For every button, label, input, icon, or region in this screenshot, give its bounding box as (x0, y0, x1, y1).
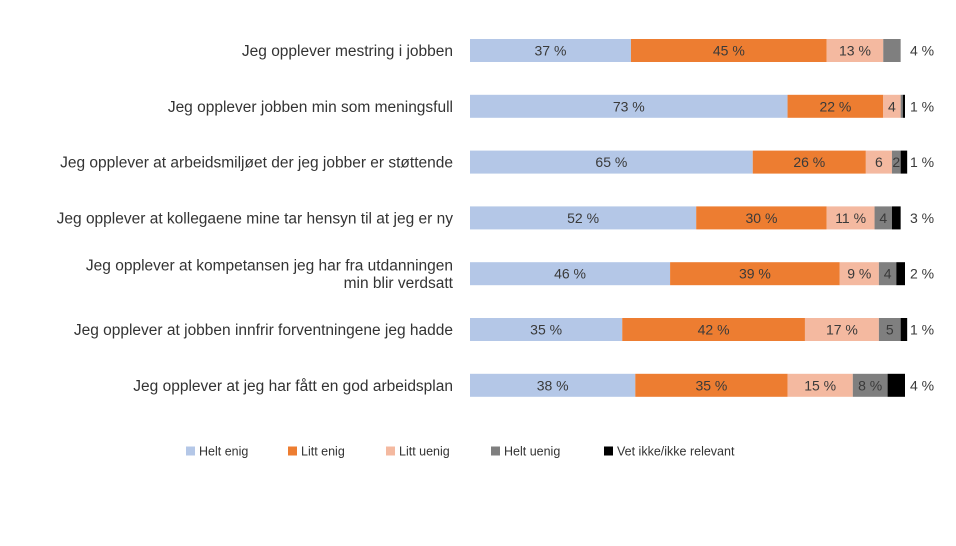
data-label: 39 % (739, 266, 771, 282)
bar-segment-helt-enig (470, 318, 623, 341)
data-label: 65 % (595, 154, 627, 170)
bar-segment-litt-uenig (839, 262, 879, 286)
end-label: 4 % (910, 43, 934, 59)
bar-segment-litt-enig (635, 373, 788, 397)
bar-segment-vet-ikke-ikke-relevant (900, 150, 908, 174)
legend-label: Helt uenig (504, 445, 560, 459)
bar-segment-litt-enig (630, 39, 827, 62)
category-label: Jeg opplever at jeg har fått en god arbe… (133, 378, 453, 395)
bar-segment-helt-uenig (878, 262, 897, 286)
data-label: 45 % (713, 43, 745, 59)
legend-label: Litt uenig (399, 445, 450, 459)
bar-segment-helt-uenig (900, 94, 903, 118)
bar-segment-helt-uenig (852, 373, 888, 397)
bar-segment-helt-uenig (891, 150, 901, 174)
category-label: Jeg opplever mestring i jobben (242, 43, 453, 60)
data-label: 13 % (839, 43, 871, 59)
bar-segment-helt-enig (470, 150, 753, 174)
data-label: 11 % (835, 210, 866, 226)
data-label: 4 (884, 266, 892, 282)
data-label: 2 (892, 154, 900, 170)
bar-segment-helt-enig (470, 373, 636, 397)
bar-segment-helt-enig (470, 262, 671, 286)
category-label: Jeg opplever jobben min som meningsfull (168, 99, 453, 116)
bar-segment-litt-enig (670, 262, 840, 286)
end-label: 2 % (910, 266, 934, 282)
data-label: 35 % (530, 322, 562, 338)
bar-segment-litt-uenig (787, 373, 853, 397)
data-label: 38 % (537, 377, 569, 393)
data-label: 35 % (695, 377, 727, 393)
legend-swatch (491, 446, 500, 456)
data-label: 15 % (804, 377, 836, 393)
bar-segment-litt-uenig (826, 39, 884, 62)
bar-segment-litt-enig (696, 206, 827, 230)
data-label: 46 % (554, 266, 586, 282)
bar-segment-helt-enig (470, 39, 631, 62)
legend-swatch (604, 446, 613, 456)
data-label: 30 % (745, 210, 777, 226)
data-label: 37 % (535, 43, 567, 59)
legend-swatch (386, 446, 395, 456)
category-label: Jeg opplever at jobben innfrir forventni… (74, 322, 453, 339)
data-label: 4 (888, 98, 896, 114)
end-label: 1 % (910, 98, 934, 114)
legend-swatch (288, 446, 297, 456)
bar-segment-litt-uenig (826, 206, 875, 230)
bar-segment-helt-uenig (874, 206, 892, 230)
data-label: 4 (879, 210, 887, 226)
legend-swatch (186, 446, 195, 456)
data-label: 6 (875, 154, 883, 170)
data-label: 52 % (567, 210, 599, 226)
data-label: 5 (886, 322, 894, 338)
data-label: 22 % (819, 98, 851, 114)
bar-segment-litt-uenig (804, 318, 879, 341)
bar-segment-vet-ikke-ikke-relevant (902, 94, 905, 118)
bar-segment-helt-uenig (878, 318, 901, 341)
bar-segment-litt-enig (752, 150, 866, 174)
end-label: 1 % (910, 322, 934, 338)
category-label: Jeg opplever at arbeidsmiljøet der jeg j… (60, 155, 453, 172)
data-label: 8 % (858, 377, 882, 393)
bar-segment-vet-ikke-ikke-relevant (896, 262, 905, 286)
data-label: 17 % (826, 322, 858, 338)
category-label: Jeg opplever at kollegaene mine tar hens… (57, 210, 454, 227)
category-label: Jeg opplever at kompetansen jeg har fra … (86, 257, 454, 292)
bar-segment-helt-uenig (883, 39, 901, 62)
data-label: 42 % (698, 322, 730, 338)
data-label: 26 % (793, 154, 825, 170)
end-label: 4 % (910, 377, 934, 393)
bar-segment-litt-uenig (865, 150, 892, 174)
bar-segment-litt-enig (622, 318, 805, 341)
data-label: 73 % (613, 98, 645, 114)
legend-label: Vet ikke/ikke relevant (617, 445, 735, 459)
bar-segment-litt-uenig (883, 94, 901, 118)
end-label: 1 % (910, 154, 934, 170)
bar-segment-vet-ikke-ikke-relevant (891, 206, 901, 230)
bar-segment-helt-enig (470, 206, 697, 230)
end-label: 3 % (910, 210, 934, 226)
bar-segment-helt-enig (470, 94, 788, 118)
bar-segment-vet-ikke-ikke-relevant (900, 318, 908, 341)
bar-segment-litt-enig (787, 94, 884, 118)
legend-label: Helt enig (199, 445, 248, 459)
legend-label: Litt enig (301, 445, 345, 459)
data-label: 9 % (847, 266, 871, 282)
bar-segment-vet-ikke-ikke-relevant (887, 373, 905, 397)
